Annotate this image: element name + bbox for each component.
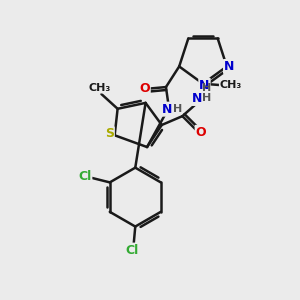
Text: N: N (192, 92, 202, 105)
Text: S: S (105, 127, 114, 140)
Text: H: H (202, 83, 212, 93)
Text: H: H (202, 94, 212, 103)
Text: N: N (224, 60, 234, 73)
Text: N: N (199, 79, 210, 92)
Text: H: H (172, 104, 182, 114)
Text: Cl: Cl (78, 170, 92, 183)
Text: CH₃: CH₃ (220, 80, 242, 90)
Text: N: N (162, 103, 172, 116)
Text: O: O (139, 82, 150, 95)
Text: Cl: Cl (126, 244, 139, 256)
Text: O: O (196, 126, 206, 139)
Text: CH₃: CH₃ (89, 82, 111, 93)
